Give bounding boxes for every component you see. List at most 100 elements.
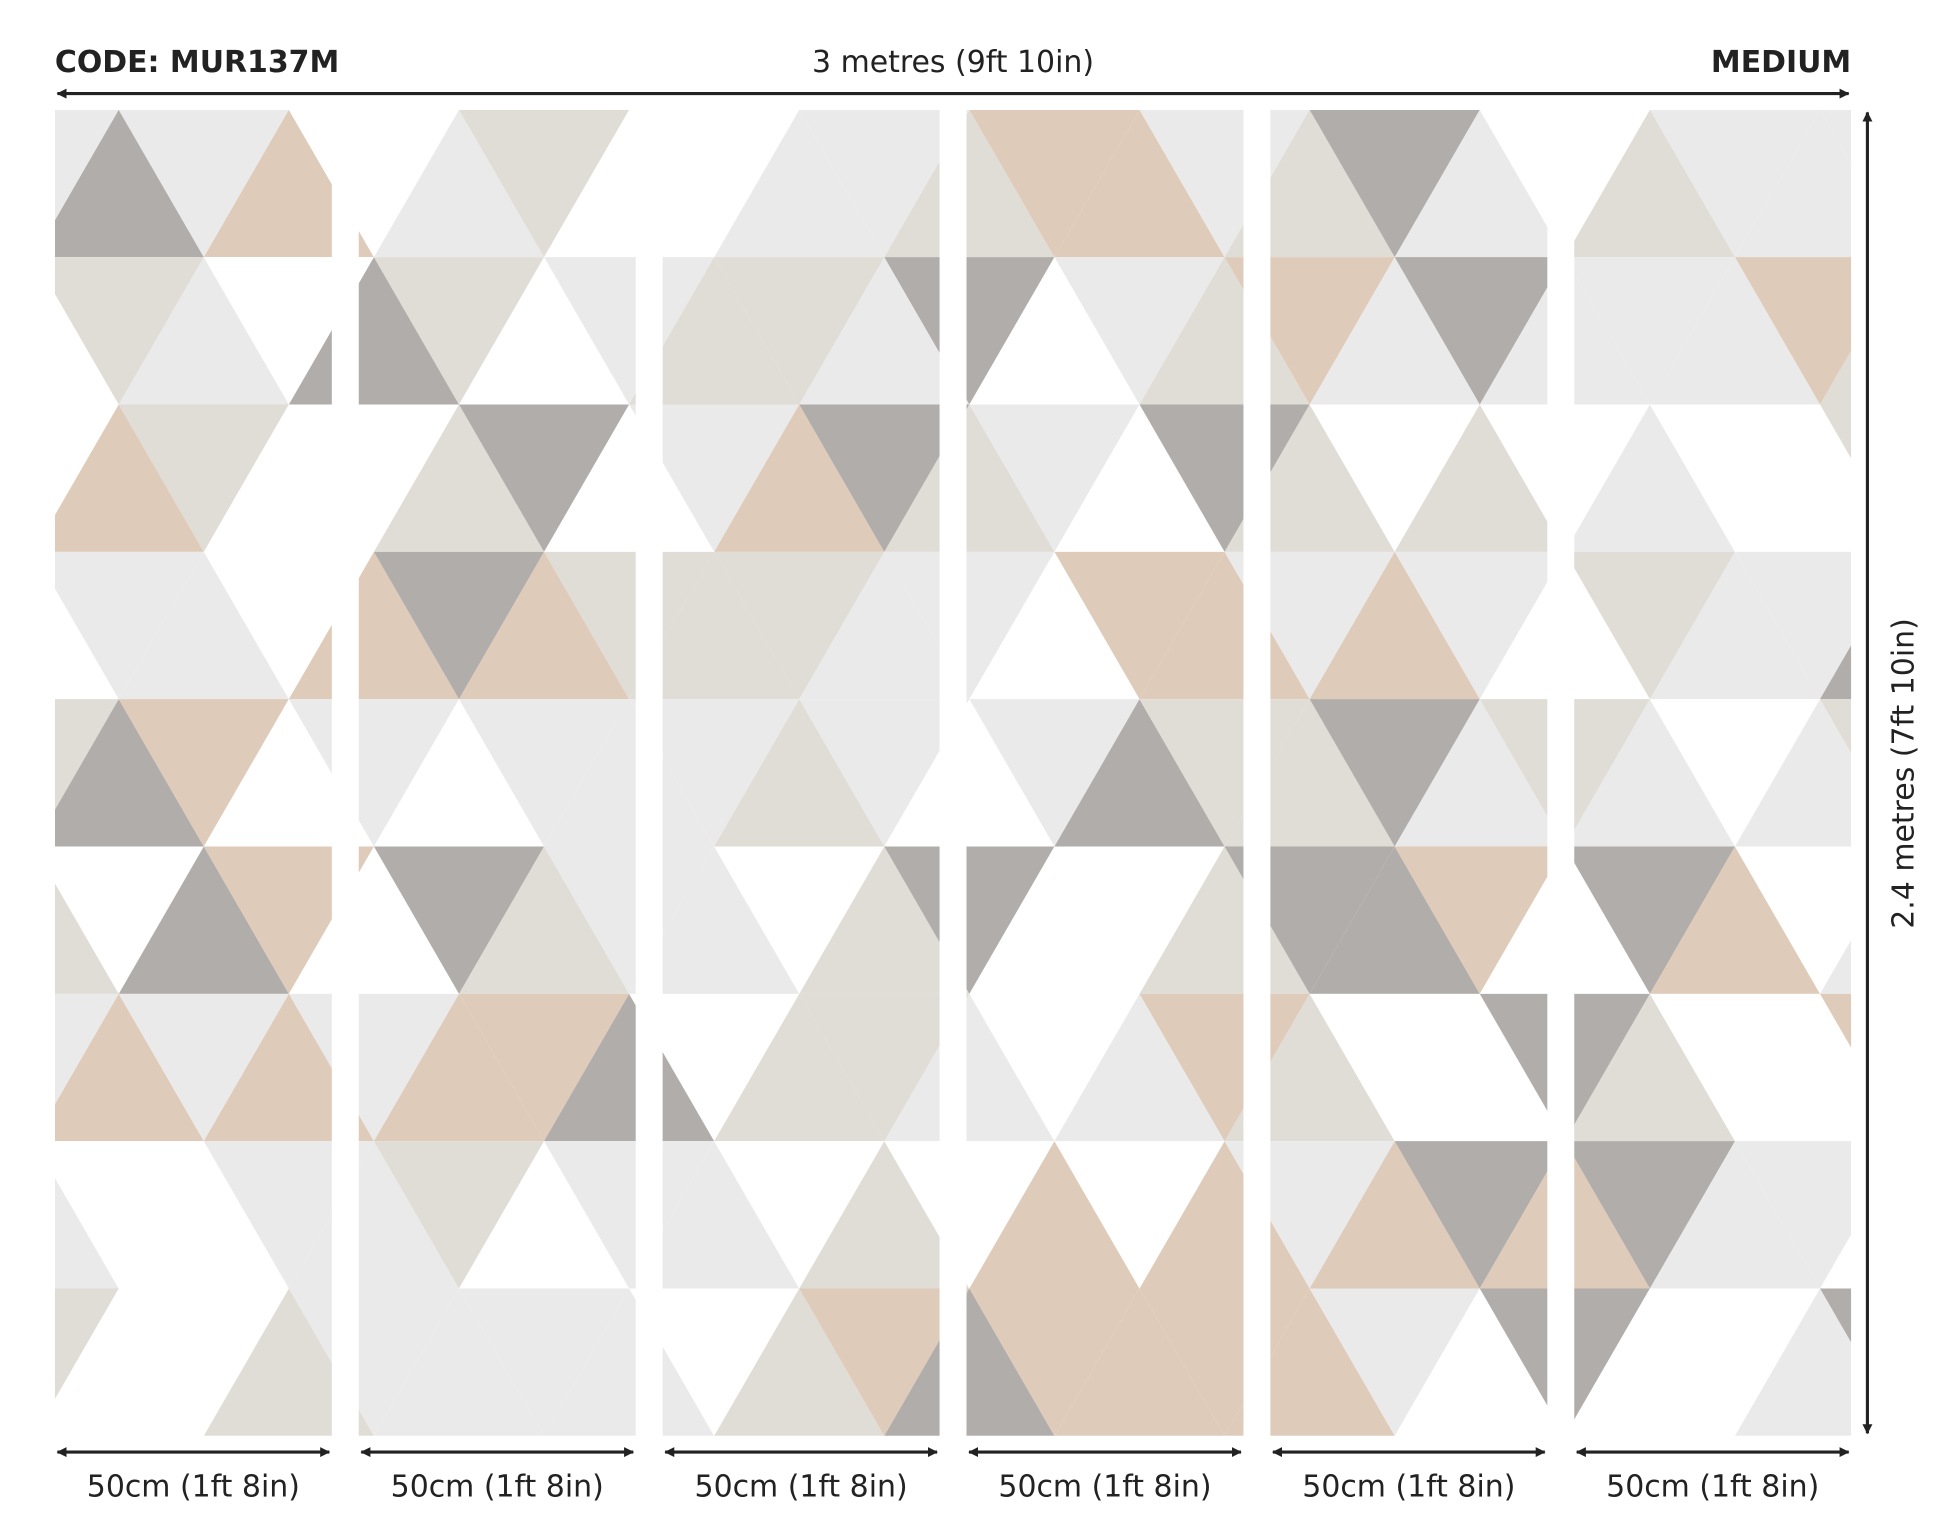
triangle [799,257,970,405]
triangle [1309,846,1480,994]
triangle [373,1288,545,1436]
triangle [203,1288,374,1436]
triangle [799,551,970,700]
triangle [0,257,34,404]
triangle [54,1288,204,1436]
triangle-pattern [0,109,1946,1436]
triangle [118,551,289,700]
triangle [373,109,545,258]
triangle [373,404,545,552]
triangle [1649,1141,1821,1289]
triangle [54,551,204,700]
triangle [1734,993,1852,1142]
triangle [1734,1141,1852,1289]
triangle [373,1141,545,1289]
triangle [118,699,289,847]
triangle [54,257,204,405]
triangle [0,699,34,846]
triangle [54,699,204,847]
triangle [1309,993,1480,1142]
triangle [203,846,374,994]
triangle [54,109,119,258]
triangle [288,257,460,405]
triangle [0,847,34,994]
triangle [629,109,800,258]
triangle [969,846,1140,994]
triangle [288,404,460,552]
triangle [544,404,715,552]
triangle [1054,699,1225,847]
triangle [1309,109,1480,258]
triangle [884,551,1055,700]
triangle [54,551,119,700]
triangle [1649,257,1821,405]
triangle [1564,993,1735,1142]
triangle [459,846,630,994]
triangle [1649,551,1821,700]
triangle [1564,257,1735,405]
triangle [54,846,204,994]
triangle [288,846,460,994]
triangle [1054,109,1225,258]
triangle [884,1288,1055,1436]
triangle [1054,993,1225,1142]
triangle [54,846,119,994]
triangle [373,551,545,700]
triangle [1564,846,1735,994]
triangle [544,109,715,258]
triangle [1905,994,1946,1141]
triangle [1564,1141,1735,1289]
triangle [629,1288,800,1436]
triangle [714,699,885,847]
triangle [373,846,545,994]
triangle [884,993,1055,1142]
triangle [1734,1288,1852,1436]
triangle [1394,404,1565,552]
triangle [1394,551,1565,700]
panel-width: 50cm (1ft 8in) [87,1470,300,1505]
triangle [969,699,1140,847]
triangle [629,699,800,847]
triangle [54,993,119,1142]
triangle [0,405,34,552]
triangle [714,404,885,552]
triangle [544,699,715,847]
triangle [54,1141,204,1289]
triangle [1309,1141,1480,1289]
triangle [1394,699,1565,847]
triangle [1905,405,1946,552]
triangle [118,993,289,1142]
triangle [969,109,1140,258]
triangle [1054,404,1225,552]
triangle [54,257,119,405]
triangle [799,846,970,994]
triangle [459,109,630,258]
code: CODE: MUR137M [55,45,339,80]
triangle [373,699,545,847]
triangle [799,109,970,258]
triangle [54,109,204,258]
triangle [1394,1141,1565,1289]
triangle [203,993,374,1142]
panel-width: 50cm (1ft 8in) [695,1470,908,1505]
triangle [54,993,204,1142]
triangle [544,1288,715,1436]
triangle [1054,551,1225,700]
triangle [1649,1288,1821,1436]
triangle [1309,257,1480,405]
triangle [969,404,1140,552]
triangle [203,1141,374,1289]
triangle [459,1288,630,1436]
triangle [1905,1141,1946,1288]
triangle [1054,1141,1225,1289]
triangle [1649,404,1821,552]
triangle [54,1141,119,1289]
triangle [1309,699,1480,847]
triangle [969,1288,1140,1436]
triangle [1734,551,1852,700]
triangle [884,257,1055,405]
triangle [714,109,885,258]
triangle [1564,404,1735,552]
triangle [203,699,374,847]
triangle [459,699,630,847]
